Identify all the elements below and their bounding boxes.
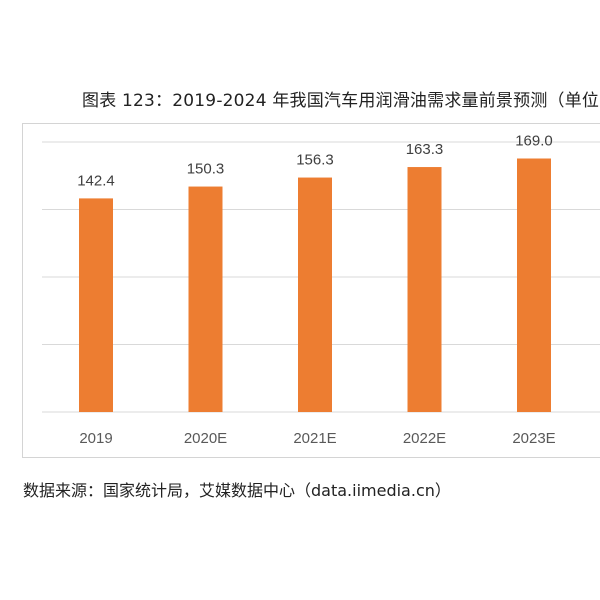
bar-2020E: [188, 186, 223, 412]
x-tick-label-2021E: 2021E: [293, 430, 336, 447]
data-label-2023E: 169.0: [515, 133, 553, 150]
x-tick-label-2020E: 2020E: [184, 430, 227, 447]
chart-frame: [22, 123, 600, 458]
x-tick-label-2022E: 2022E: [403, 430, 446, 447]
bars: [79, 158, 551, 412]
data-label-2020E: 150.3: [187, 161, 225, 178]
data-label-2022E: 163.3: [406, 141, 444, 158]
bar-2021E: [298, 177, 332, 412]
source-note: 数据来源：国家统计局，艾媒数据中心（data.iimedia.cn）: [23, 481, 451, 500]
x-axis-tick-labels: 2019 2020E 2021E 2022E 2023E: [79, 430, 555, 447]
x-tick-label-2019: 2019: [79, 430, 112, 447]
x-tick-label-2023E: 2023E: [512, 430, 555, 447]
bar-2022E: [407, 167, 442, 412]
data-label-2019: 142.4: [77, 172, 115, 189]
bar-2019: [79, 198, 113, 412]
bar-2023E: [517, 158, 551, 412]
chart-title: 图表 123：2019-2024 年我国汽车用润滑油需求量前景预测（单位：: [82, 91, 600, 111]
data-label-2021E: 156.3: [296, 152, 334, 169]
data-labels: 142.4 150.3 156.3 163.3 169.0: [77, 133, 553, 190]
